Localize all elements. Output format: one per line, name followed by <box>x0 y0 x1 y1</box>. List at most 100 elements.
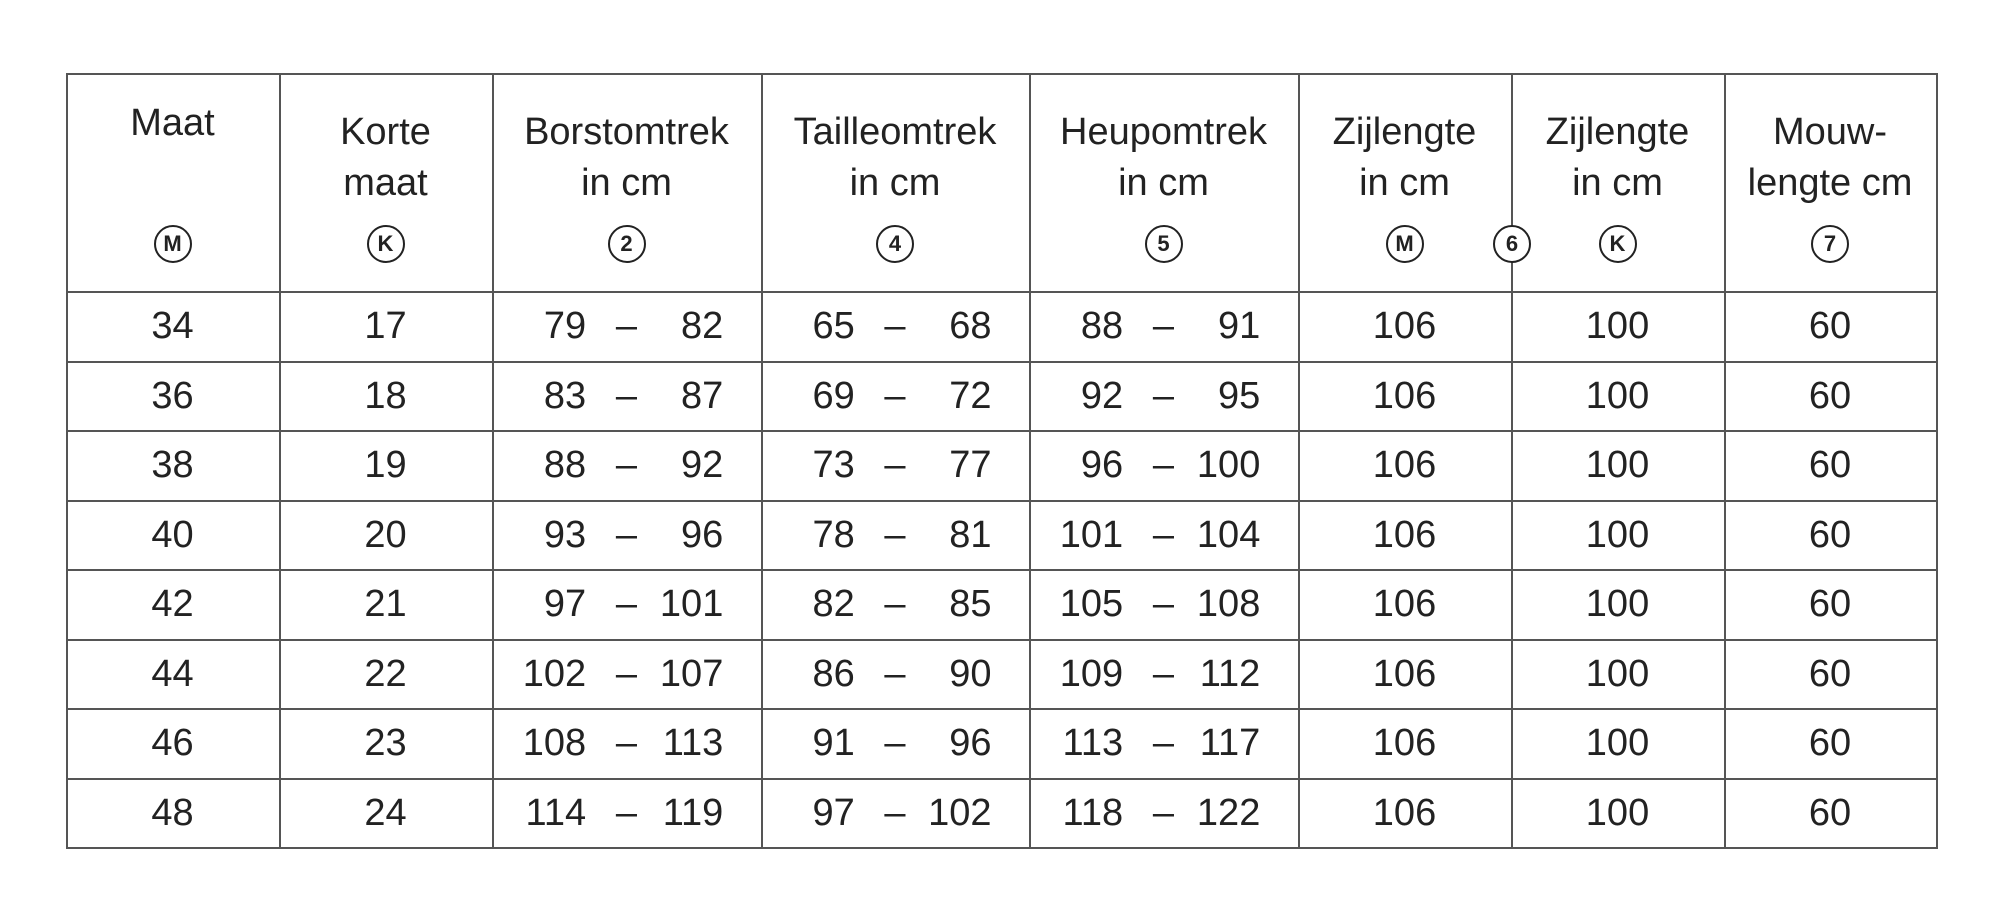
range-sep: – <box>615 583 638 625</box>
header-text: maat <box>343 162 428 204</box>
header-text: Borstomtrek <box>524 111 729 153</box>
header-marker: M <box>1385 225 1424 263</box>
header-marker: 4 <box>876 225 914 263</box>
column-line <box>1298 73 1300 849</box>
cell: 106 <box>1372 305 1437 347</box>
cell: 60 <box>1808 722 1852 764</box>
cell: 22 <box>364 652 407 695</box>
row-line <box>66 73 1938 75</box>
cell: 18 <box>364 374 407 417</box>
range-to: 117 <box>1199 722 1261 764</box>
range-sep: – <box>884 652 906 695</box>
range-from: 69 <box>812 374 855 417</box>
range-to: 96 <box>949 722 992 764</box>
cell: 24 <box>364 791 407 834</box>
header-marker: K <box>366 225 405 263</box>
header-text: lengte cm <box>1747 162 1913 204</box>
range-sep: – <box>1152 722 1175 764</box>
range-from: 113 <box>1062 722 1124 764</box>
range-from: 96 <box>1080 444 1124 486</box>
row-line <box>66 639 1938 641</box>
column-line <box>1936 73 1938 849</box>
row-line <box>66 500 1938 502</box>
cell: 100 <box>1585 791 1650 834</box>
range-from: 97 <box>812 791 855 834</box>
column-line <box>761 73 763 849</box>
cell: 106 <box>1372 444 1437 486</box>
column-line <box>279 73 281 849</box>
cell: 106 <box>1372 374 1437 417</box>
cell: 100 <box>1585 652 1650 695</box>
range-from: 118 <box>1062 791 1124 834</box>
cell: 106 <box>1372 652 1437 695</box>
cell: 100 <box>1585 305 1650 347</box>
range-to: 72 <box>949 374 992 417</box>
range-to: 107 <box>659 652 724 695</box>
range-sep: – <box>1152 791 1175 834</box>
header-text: in cm <box>1118 162 1209 204</box>
header-text: Zijlengte <box>1332 111 1477 153</box>
range-to: 81 <box>949 513 992 556</box>
range-from: 109 <box>1059 652 1124 695</box>
column-line <box>1029 73 1031 849</box>
range-from: 86 <box>812 652 855 695</box>
cell: 100 <box>1585 444 1650 486</box>
range-sep: – <box>1152 652 1175 695</box>
range-from: 88 <box>543 444 587 486</box>
cell: 60 <box>1808 583 1852 625</box>
range-to: 92 <box>681 444 724 486</box>
range-from: 73 <box>812 444 855 486</box>
range-from: 102 <box>522 652 587 695</box>
header-text: in cm <box>1572 162 1663 204</box>
cell: 23 <box>364 722 407 764</box>
range-to: 102 <box>928 791 992 834</box>
range-sep: – <box>884 374 906 417</box>
range-sep: – <box>884 444 906 486</box>
row-line <box>66 361 1938 363</box>
header-marker: 7 <box>1811 225 1849 263</box>
range-to: 91 <box>1218 305 1261 347</box>
cell: 42 <box>151 583 194 625</box>
range-sep: – <box>615 305 638 347</box>
cell: 106 <box>1372 513 1437 556</box>
range-to: 82 <box>681 305 724 347</box>
column-line <box>492 73 494 849</box>
range-from: 78 <box>812 513 855 556</box>
cell: 106 <box>1372 583 1437 625</box>
range-to: 87 <box>681 374 724 417</box>
cell: 106 <box>1372 791 1437 834</box>
range-sep: – <box>884 305 906 347</box>
range-to: 96 <box>681 513 724 556</box>
cell: 48 <box>151 791 194 834</box>
range-sep: – <box>615 791 638 834</box>
range-to: 108 <box>1196 583 1261 625</box>
range-to: 100 <box>1196 444 1261 486</box>
range-from: 65 <box>812 305 855 347</box>
range-to: 101 <box>659 583 724 625</box>
cell: 40 <box>151 513 194 556</box>
cell: 60 <box>1808 791 1852 834</box>
row-line <box>66 291 1938 293</box>
range-sep: – <box>615 722 638 764</box>
range-sep: – <box>884 513 906 556</box>
cell: 100 <box>1585 513 1650 556</box>
cell: 17 <box>364 305 407 347</box>
range-from: 97 <box>543 583 587 625</box>
cell: 60 <box>1808 513 1852 556</box>
cell: 36 <box>151 374 194 417</box>
range-sep: – <box>1152 513 1175 556</box>
cell: 20 <box>364 513 407 556</box>
header-text: Zijlengte <box>1545 111 1690 153</box>
range-to: 113 <box>662 722 724 764</box>
range-sep: – <box>884 583 906 625</box>
cell: 21 <box>364 583 407 625</box>
range-to: 95 <box>1218 374 1261 417</box>
header-marker: 2 <box>607 225 646 263</box>
range-from: 82 <box>812 583 855 625</box>
range-sep: – <box>615 374 638 417</box>
range-sep: – <box>1152 444 1175 486</box>
column-line <box>1511 73 1513 849</box>
cell: 100 <box>1585 722 1650 764</box>
column-line <box>66 73 68 849</box>
